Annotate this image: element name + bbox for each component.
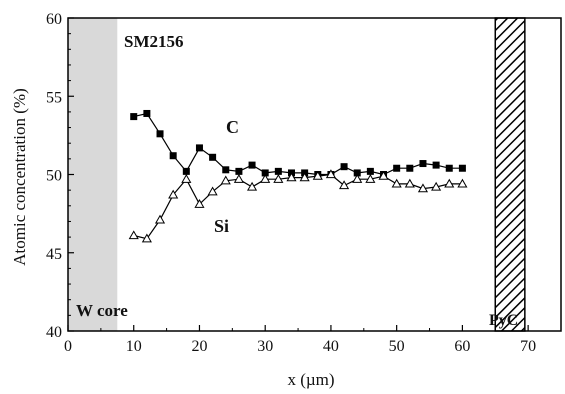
x-tick-label-50: 50: [389, 338, 405, 355]
point-c-x58: [445, 164, 453, 172]
point-c-x20: [195, 144, 203, 152]
region-label-pyc: PyC: [489, 312, 518, 329]
point-si-x50: [391, 178, 402, 188]
point-c-x30: [261, 169, 269, 177]
x-tick-label-30: 30: [257, 338, 273, 355]
y-tick-label-60: 60: [46, 11, 62, 28]
series-lines: [133, 112, 463, 240]
point-si-x30: [260, 173, 271, 183]
point-si-x16: [168, 189, 179, 199]
y-tick-label-50: 50: [46, 168, 62, 185]
point-si-x24: [220, 175, 231, 185]
annotation-c-label: C: [226, 117, 239, 137]
point-c-x28: [248, 161, 256, 169]
point-si-x20: [194, 199, 205, 208]
point-c-x32: [274, 167, 282, 175]
point-c-x22: [209, 153, 217, 161]
x-axis-label: x (µm): [287, 370, 334, 389]
ticks: 0 10 20 30 40 50 60 70 40 45 50 55 60: [46, 11, 536, 355]
point-c-x10: [130, 113, 138, 121]
point-c-x56: [432, 161, 440, 169]
point-c-x60: [458, 164, 466, 172]
point-si-x14: [154, 214, 166, 224]
region-pyc: [494, 17, 526, 332]
point-c-x46: [366, 167, 374, 175]
x-tick-label-70: 70: [520, 338, 536, 355]
point-si-x40: [325, 169, 336, 179]
point-si-x48: [378, 170, 389, 180]
point-c-x24: [222, 166, 230, 174]
point-si-x52: [404, 178, 415, 188]
x-tick-label-10: 10: [126, 338, 142, 355]
point-si-x42: [339, 180, 350, 190]
point-c-x42: [340, 163, 348, 171]
point-si-x36: [299, 172, 310, 182]
y-tick-label-45: 45: [46, 246, 62, 263]
point-si-x22: [207, 186, 218, 196]
x-tick-label-60: 60: [454, 338, 470, 355]
point-si-x54: [417, 183, 429, 193]
point-c-x16: [169, 152, 177, 160]
region-label-w-core: W core: [76, 301, 128, 320]
y-axis-label: Atomic concentration (%): [10, 88, 29, 266]
y-tick-label-40: 40: [46, 324, 62, 341]
annotation-si-label: Si: [214, 216, 229, 236]
series-line-si: [133, 173, 463, 240]
point-si-x60: [457, 178, 468, 188]
point-c-x18: [182, 167, 190, 175]
point-c-x12: [143, 109, 151, 117]
shaded-regions: [68, 17, 526, 332]
y-tick-label-55: 55: [46, 89, 62, 106]
point-si-x12: [141, 233, 152, 243]
point-c-x52: [406, 164, 414, 172]
point-c-x50: [393, 164, 401, 172]
point-si-x10: [128, 230, 139, 240]
point-si-x18: [181, 173, 192, 183]
point-si-x46: [365, 173, 376, 183]
point-si-x32: [273, 173, 284, 183]
point-c-x26: [235, 167, 243, 175]
point-si-x56: [431, 181, 442, 191]
point-c-x14: [156, 130, 164, 138]
x-tick-label-20: 20: [191, 338, 207, 355]
point-c-x44: [353, 169, 361, 177]
region-w-core: [68, 18, 118, 331]
x-tick-label-0: 0: [64, 338, 72, 355]
point-si-x34: [286, 172, 297, 182]
annotation-sample-id: SM2156: [124, 32, 184, 51]
point-si-x38: [312, 170, 323, 180]
series-markers: [128, 109, 468, 243]
point-c-x54: [419, 160, 427, 168]
point-si-x26: [233, 173, 244, 183]
point-si-x58: [444, 178, 455, 188]
point-si-x28: [246, 181, 258, 191]
point-si-x44: [352, 173, 363, 183]
x-tick-label-40: 40: [323, 338, 339, 355]
